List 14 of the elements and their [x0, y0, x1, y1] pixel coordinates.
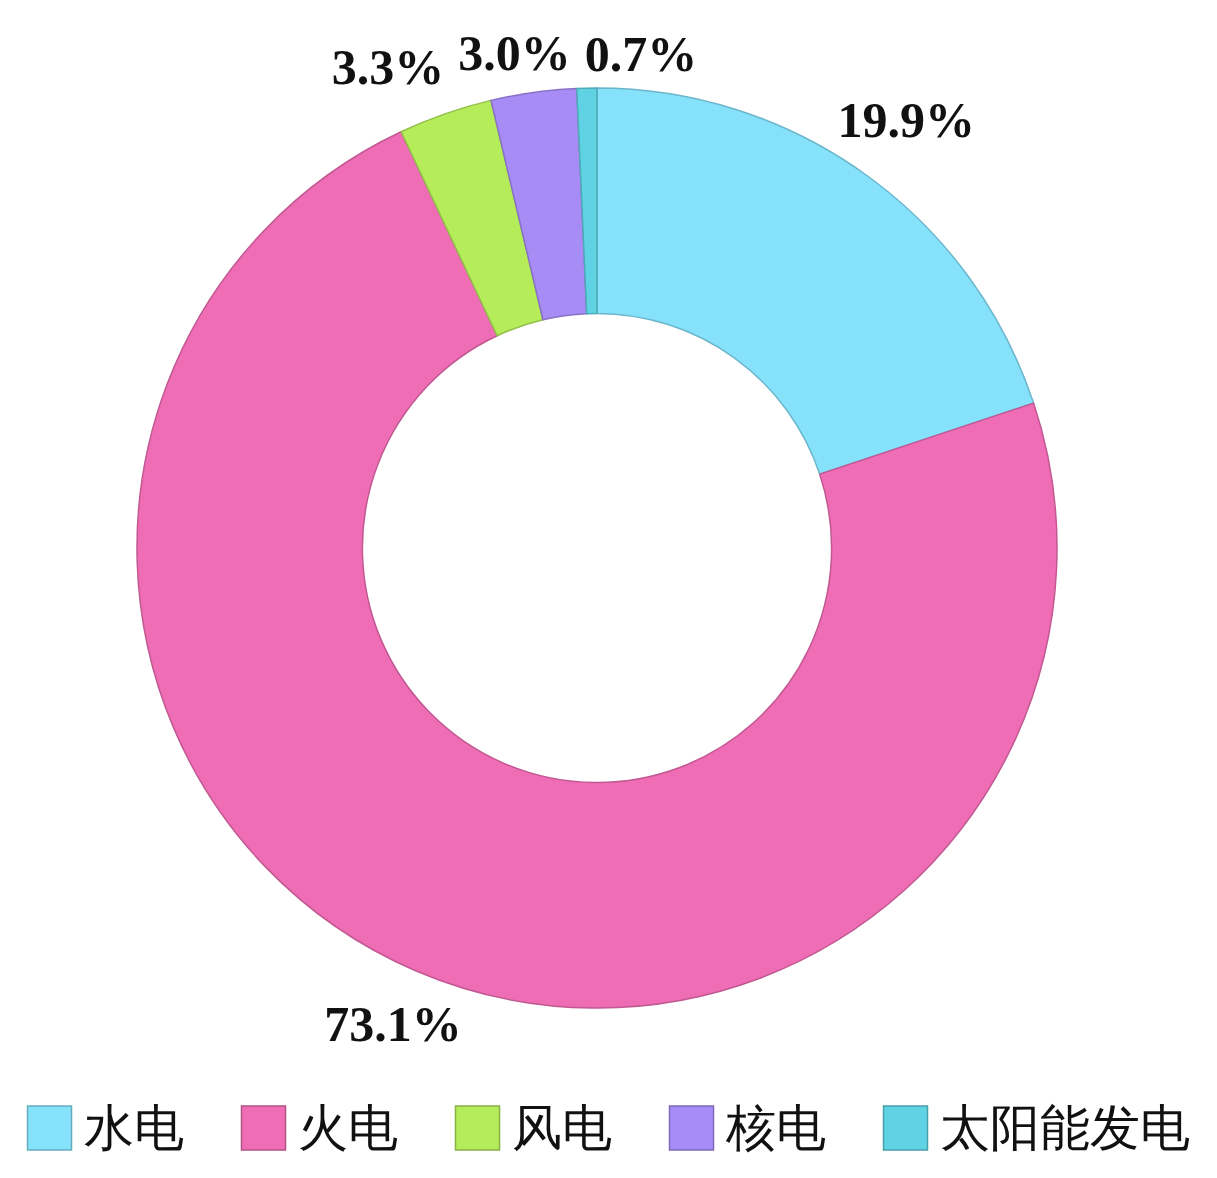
data-label: 3.3%: [331, 38, 445, 95]
donut-slice: [596, 87, 1035, 475]
legend-label: 风电: [511, 1100, 612, 1156]
legend-label: 核电: [724, 1100, 826, 1156]
data-label: 0.7%: [584, 26, 698, 83]
data-label: 3.0%: [458, 24, 571, 81]
data-label: 19.9%: [837, 91, 975, 148]
donut-slice: [400, 99, 544, 337]
data-label: 73.1%: [324, 995, 462, 1052]
legend-label: 太阳能发电: [939, 1100, 1190, 1156]
donut-slice: [576, 87, 598, 315]
legend-label: 水电: [83, 1100, 184, 1156]
donut-slice: [490, 87, 588, 321]
legend-label: 火电: [297, 1100, 398, 1156]
